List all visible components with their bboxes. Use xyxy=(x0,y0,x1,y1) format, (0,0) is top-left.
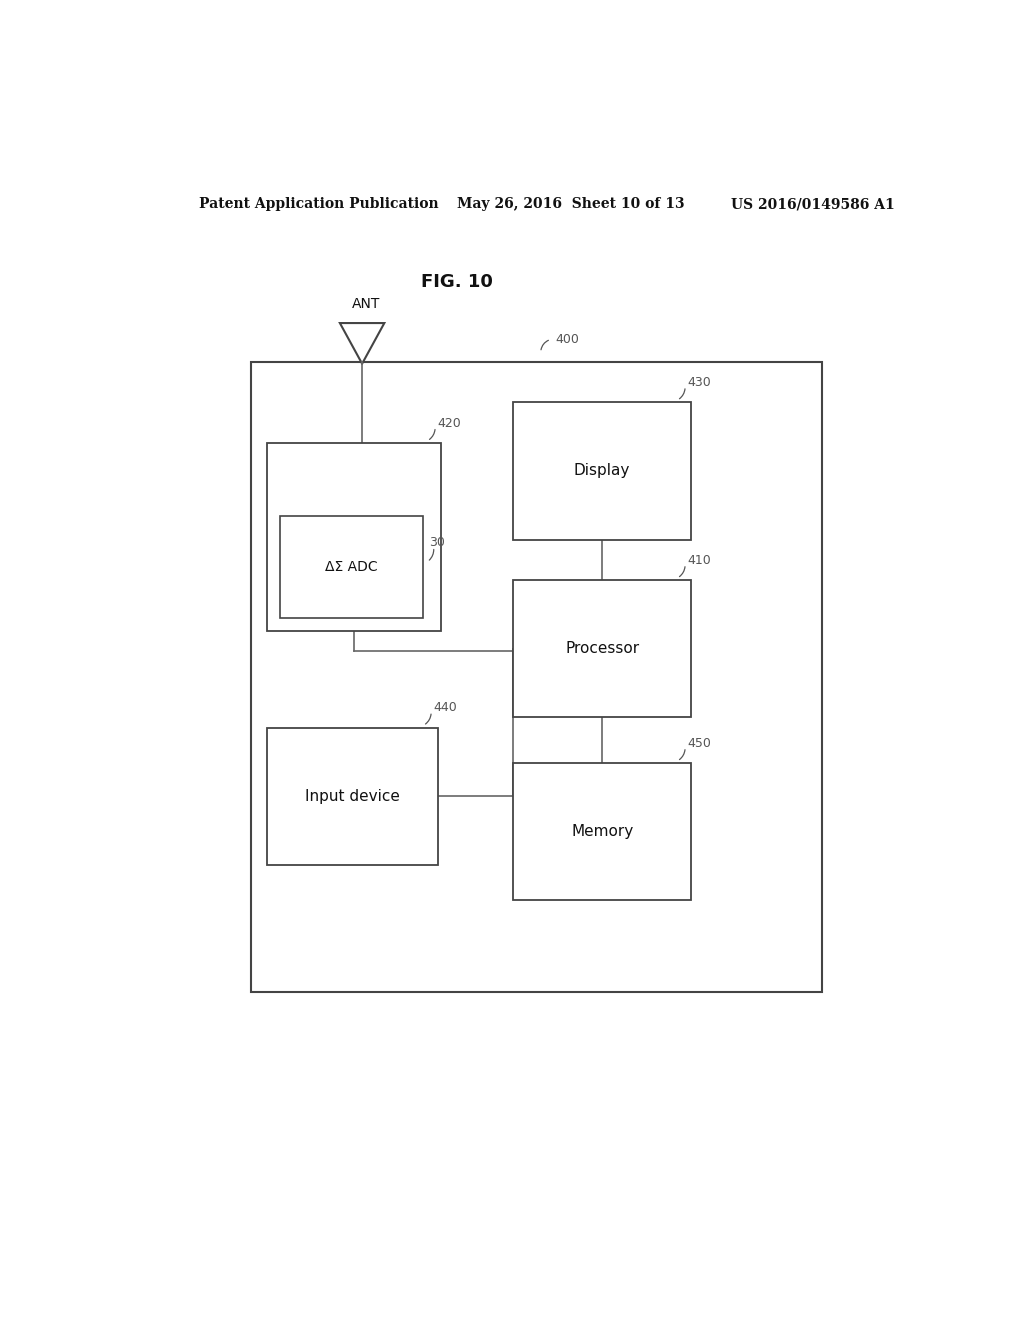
Text: ΔΣ ADC: ΔΣ ADC xyxy=(326,560,378,574)
Text: Memory: Memory xyxy=(571,824,633,840)
Bar xyxy=(267,727,437,865)
Text: Processor: Processor xyxy=(565,642,639,656)
Text: Patent Application Publication: Patent Application Publication xyxy=(200,197,439,211)
Text: 430: 430 xyxy=(687,376,712,389)
Text: 410: 410 xyxy=(687,554,712,568)
Text: Display: Display xyxy=(574,463,631,478)
Text: 400: 400 xyxy=(555,334,579,346)
Bar xyxy=(513,403,691,540)
Bar xyxy=(251,362,822,991)
Text: 450: 450 xyxy=(687,737,712,750)
Bar xyxy=(513,581,691,718)
Bar xyxy=(281,516,423,618)
Text: Transceiver: Transceiver xyxy=(314,545,394,560)
Text: Input device: Input device xyxy=(305,788,399,804)
Text: May 26, 2016  Sheet 10 of 13: May 26, 2016 Sheet 10 of 13 xyxy=(458,197,685,211)
Bar xyxy=(267,444,441,631)
Bar xyxy=(513,763,691,900)
Text: 420: 420 xyxy=(437,417,461,430)
Text: 30: 30 xyxy=(429,536,444,549)
Text: 440: 440 xyxy=(433,701,458,714)
Text: FIG. 10: FIG. 10 xyxy=(422,273,494,292)
Text: ANT: ANT xyxy=(352,297,380,312)
Text: US 2016/0149586 A1: US 2016/0149586 A1 xyxy=(731,197,895,211)
